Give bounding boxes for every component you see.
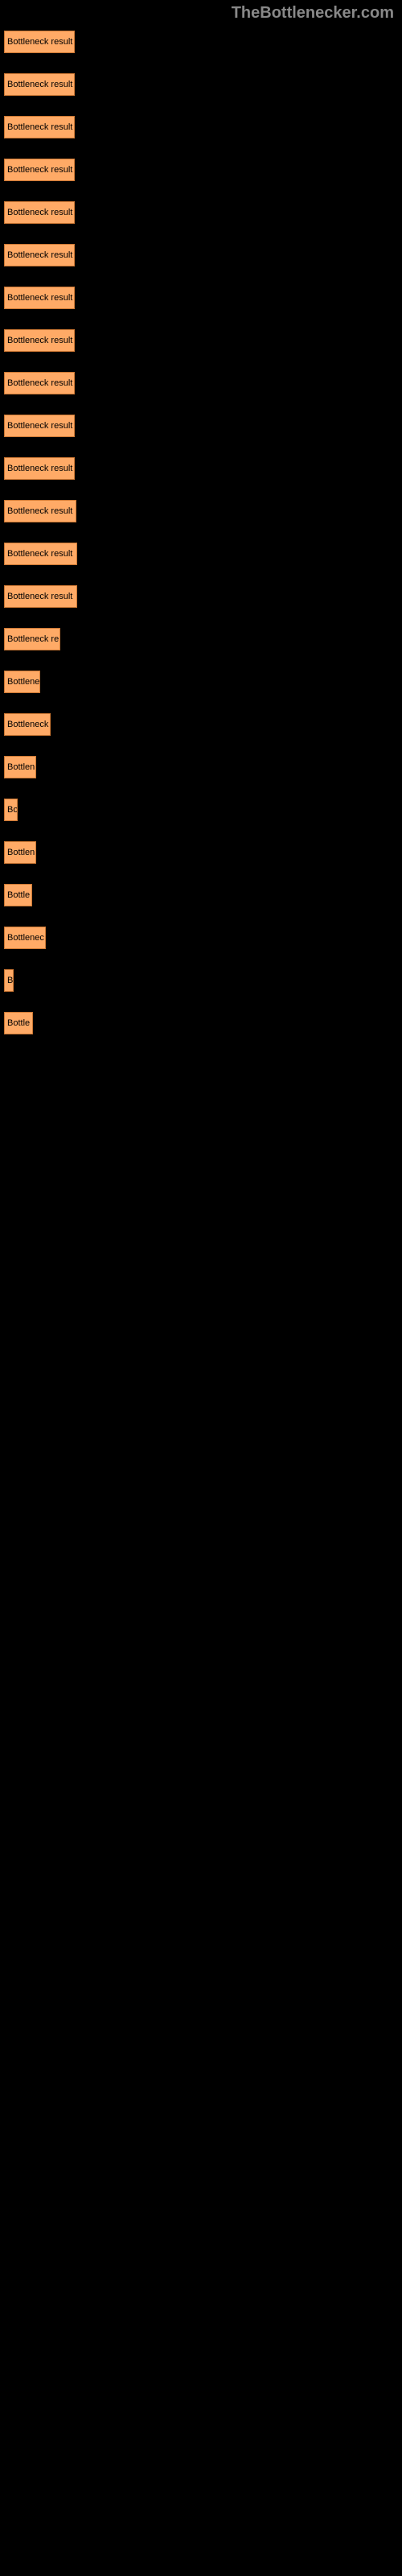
bar-row: Bottleneck result xyxy=(4,201,402,224)
chart-bar: Bottleneck result xyxy=(4,543,77,565)
bar-row: Bottleneck result xyxy=(4,31,402,53)
chart-bar: Bottle xyxy=(4,884,32,906)
bar-chart: Bottleneck result Bottleneck result Bottle… xyxy=(0,23,402,1071)
chart-bar: Bottleneck result xyxy=(4,73,75,96)
bar-row: Bottleneck result xyxy=(4,159,402,181)
chart-bar: Bottleneck result xyxy=(4,244,75,266)
chart-bar: Bottleneck result xyxy=(4,415,75,437)
chart-bar: Bottleneck result xyxy=(4,287,75,309)
chart-bar: B xyxy=(4,969,14,992)
bar-row: Bottleneck xyxy=(4,713,402,736)
bar-row: Bottleneck result xyxy=(4,244,402,266)
site-header: TheBottlenecker.com xyxy=(0,0,402,23)
chart-bar: Bottleneck result xyxy=(4,457,75,480)
bar-row: Bottleneck result xyxy=(4,500,402,522)
bar-row: Bottleneck result xyxy=(4,543,402,565)
bar-row: Bottlene xyxy=(4,671,402,693)
bar-row: Bottleneck result xyxy=(4,415,402,437)
chart-bar: Bottleneck result xyxy=(4,372,75,394)
site-name: TheBottlenecker.com xyxy=(232,4,394,22)
chart-bar: Bottleneck re xyxy=(4,628,60,650)
chart-bar: Bottlenec xyxy=(4,927,46,949)
bar-row: Bottleneck result xyxy=(4,73,402,96)
chart-bar: Bottleneck result xyxy=(4,329,75,352)
bar-row: Bottle xyxy=(4,884,402,906)
chart-bar: Bo xyxy=(4,799,18,821)
chart-bar: Bottleneck result xyxy=(4,500,76,522)
bar-row: Bottleneck result xyxy=(4,585,402,608)
chart-bar: Bottlen xyxy=(4,756,36,778)
chart-bar: Bottleneck result xyxy=(4,585,77,608)
bar-row: Bottlenec xyxy=(4,927,402,949)
bar-row: Bo xyxy=(4,799,402,821)
bar-row: Bottleneck result xyxy=(4,329,402,352)
chart-bar: Bottleneck xyxy=(4,713,51,736)
bar-row: Bottlen xyxy=(4,841,402,864)
chart-bar: Bottlen xyxy=(4,841,36,864)
bar-row: Bottle xyxy=(4,1012,402,1034)
bar-row: Bottlen xyxy=(4,756,402,778)
chart-bar: Bottleneck result xyxy=(4,116,75,138)
bar-row: B xyxy=(4,969,402,992)
bar-row: Bottleneck result xyxy=(4,372,402,394)
chart-bar: Bottleneck result xyxy=(4,31,75,53)
chart-bar: Bottlene xyxy=(4,671,40,693)
chart-bar: Bottleneck result xyxy=(4,201,75,224)
bar-row: Bottleneck result xyxy=(4,457,402,480)
chart-bar: Bottleneck result xyxy=(4,159,75,181)
bar-row: Bottleneck result xyxy=(4,116,402,138)
chart-bar: Bottle xyxy=(4,1012,33,1034)
bar-row: Bottleneck result xyxy=(4,287,402,309)
bar-row: Bottleneck re xyxy=(4,628,402,650)
